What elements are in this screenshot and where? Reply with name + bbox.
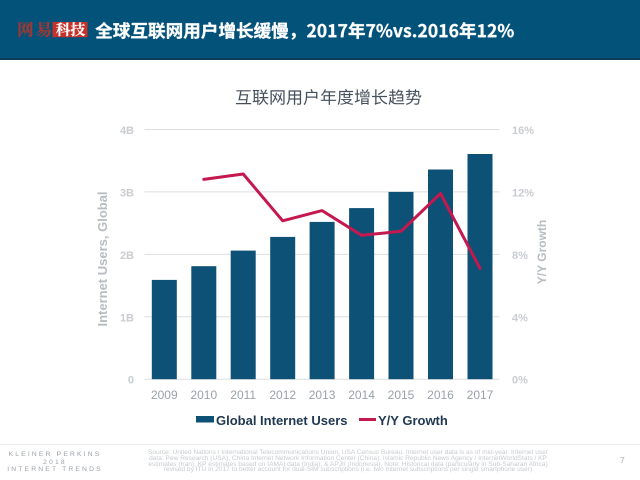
svg-text:Y/Y Growth: Y/Y Growth (535, 220, 549, 284)
svg-text:1B: 1B (120, 312, 134, 324)
svg-text:4B: 4B (120, 125, 134, 137)
svg-text:2B: 2B (120, 250, 134, 262)
svg-text:4%: 4% (512, 312, 528, 324)
svg-text:16%: 16% (512, 125, 534, 137)
svg-text:8%: 8% (512, 250, 528, 262)
svg-text:2011: 2011 (230, 388, 256, 402)
svg-text:Global Internet Users: Global Internet Users (216, 413, 347, 428)
svg-text:2016: 2016 (427, 388, 454, 402)
svg-text:Y/Y Growth: Y/Y Growth (378, 413, 448, 428)
svg-text:2014: 2014 (348, 388, 375, 402)
svg-text:2013: 2013 (309, 388, 336, 402)
svg-text:2017: 2017 (467, 388, 494, 402)
svg-text:Internet Users, Global: Internet Users, Global (95, 191, 110, 326)
svg-text:2010: 2010 (190, 388, 217, 402)
svg-text:2015: 2015 (388, 388, 415, 402)
svg-text:0: 0 (128, 375, 134, 387)
svg-text:2012: 2012 (269, 388, 296, 402)
svg-text:0%: 0% (512, 375, 528, 387)
svg-text:2009: 2009 (151, 388, 178, 402)
svg-text:12%: 12% (512, 187, 534, 199)
svg-text:3B: 3B (120, 187, 134, 199)
